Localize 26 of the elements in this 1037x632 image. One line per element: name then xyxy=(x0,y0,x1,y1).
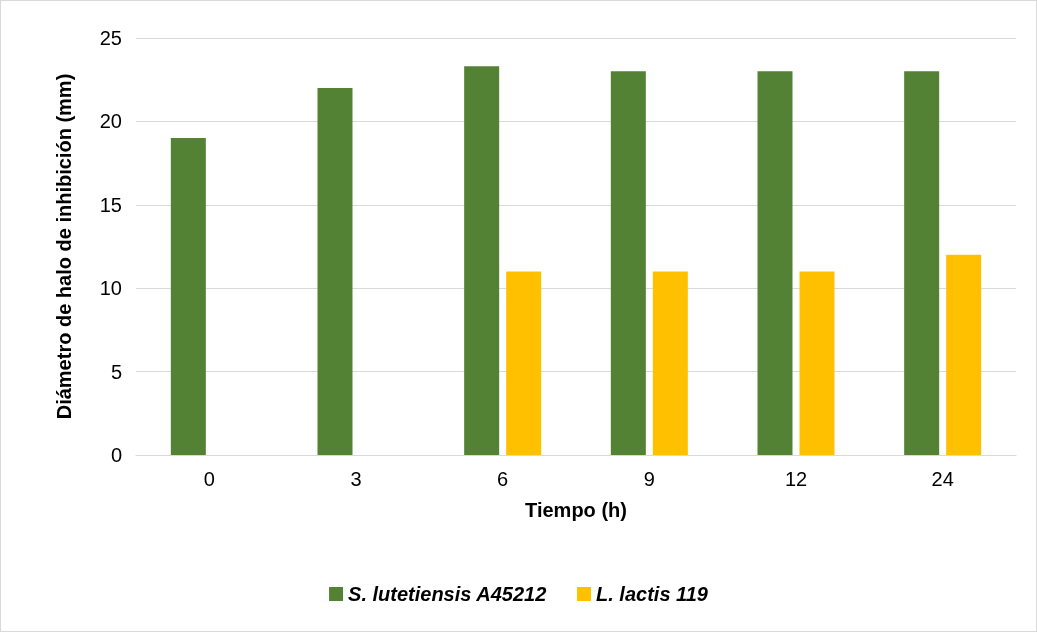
bar xyxy=(464,66,500,455)
bar xyxy=(652,271,688,455)
bar xyxy=(757,71,793,455)
bar xyxy=(610,71,646,455)
x-tick-label: 3 xyxy=(350,468,362,490)
y-tick-label: 0 xyxy=(110,444,122,466)
y-tick-label: 25 xyxy=(99,27,122,49)
bar xyxy=(506,271,542,455)
x-axis-title: Tiempo (h) xyxy=(525,499,627,521)
y-axis-title: Diámetro de halo de inhibición (mm) xyxy=(53,73,75,420)
legend-label: S. lutetiensis A45212 xyxy=(348,583,547,605)
y-tick-label: 15 xyxy=(99,193,122,216)
x-tick-label: 12 xyxy=(784,468,808,490)
bar xyxy=(946,254,982,455)
bar xyxy=(170,138,206,455)
y-tick-label: 10 xyxy=(99,277,122,300)
bar xyxy=(799,271,835,455)
x-tick-label: 6 xyxy=(497,468,509,490)
legend-label: L. lactis 119 xyxy=(596,583,709,605)
x-tick-label: 0 xyxy=(203,468,215,490)
y-tick-label: 20 xyxy=(99,110,122,133)
bar xyxy=(317,88,353,455)
x-tick-label: 24 xyxy=(931,468,954,490)
y-tick-label: 5 xyxy=(110,360,122,383)
x-tick-label: 9 xyxy=(643,468,655,490)
bar xyxy=(904,71,940,455)
